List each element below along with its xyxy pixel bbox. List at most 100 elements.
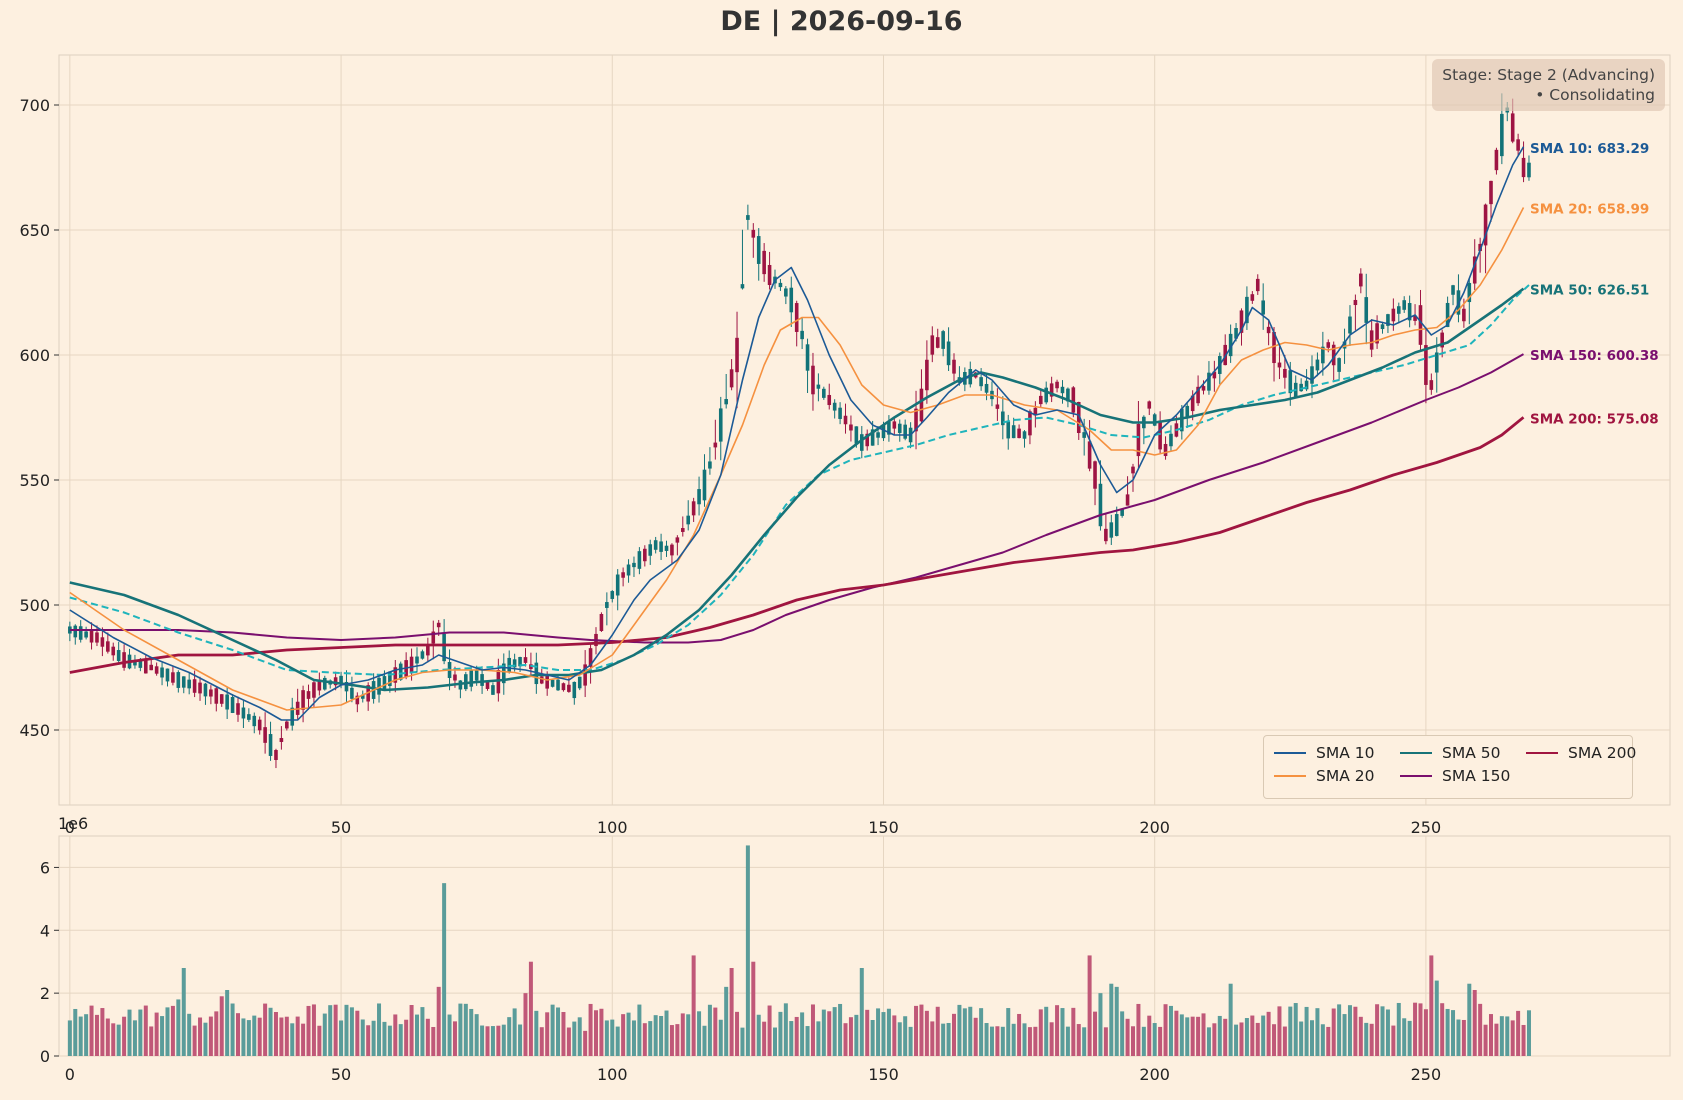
candle-body: [550, 679, 555, 687]
price-x-tick-label: 250: [1411, 818, 1442, 837]
candle-body: [561, 683, 566, 691]
candle-body: [1272, 331, 1276, 364]
candle-body: [442, 633, 446, 662]
candle-body: [534, 662, 539, 685]
candle-body: [702, 469, 707, 501]
candle-body: [263, 727, 267, 743]
volume-bar: [138, 1009, 143, 1056]
volume-bar: [1185, 1017, 1190, 1056]
volume-bar: [1093, 1011, 1098, 1056]
legend-label: SMA 200: [1568, 744, 1637, 762]
volume-bars-group: [67, 845, 1531, 1056]
volume-bar: [659, 1015, 664, 1056]
candle-body: [333, 677, 338, 686]
price-y-tick-label: 600: [19, 346, 50, 365]
candle-body: [1071, 387, 1076, 413]
candle-body: [870, 429, 875, 446]
candle-body: [290, 707, 295, 726]
price-panel: 0 50 100 150 200 250 450 500 550 600 650 700 SMA 10:…: [19, 54, 1671, 837]
volume-bar: [230, 1003, 235, 1056]
candle-body: [1169, 433, 1173, 447]
candle-body: [339, 675, 343, 685]
sma-end-label: SMA 10: 683.29: [1530, 141, 1649, 157]
candle-body: [122, 652, 126, 668]
volume-bar: [322, 1013, 327, 1056]
volume-bar: [821, 1009, 826, 1056]
candle-body: [615, 574, 620, 596]
volume-bar: [870, 1020, 875, 1056]
candle-body: [1245, 296, 1249, 324]
volume-bar: [1413, 1002, 1418, 1056]
volume-bar: [1120, 1011, 1125, 1056]
volume-bar: [1407, 1020, 1412, 1056]
volume-bar: [192, 1025, 197, 1056]
volume-bar: [707, 1004, 712, 1056]
volume-bar: [588, 1003, 593, 1056]
candle-body: [1326, 342, 1331, 348]
candle-body: [545, 674, 549, 689]
candle-body: [1114, 514, 1119, 536]
candle-body: [1386, 314, 1390, 326]
volume-bar: [1261, 1015, 1266, 1056]
candle-body: [832, 402, 837, 411]
candle-body: [653, 540, 658, 550]
volume-bar: [1489, 1014, 1493, 1056]
volume-bar: [116, 1024, 121, 1056]
volume-bar: [610, 1019, 615, 1056]
candle-body: [1527, 162, 1531, 178]
legend-item-sma-50: SMA 50: [1400, 744, 1500, 762]
candle-body: [1494, 149, 1499, 171]
volume-bar: [577, 1017, 582, 1056]
volume-x-tick-label: 150: [868, 1065, 899, 1084]
candle-body: [1375, 323, 1379, 344]
candle-body: [84, 631, 88, 638]
candle-body: [767, 264, 772, 286]
volume-bar: [762, 1021, 767, 1056]
candle-body: [360, 694, 365, 699]
candle-body: [1261, 300, 1265, 315]
candle-body: [469, 669, 474, 687]
volume-bar: [783, 1003, 788, 1056]
volume-bar: [919, 1004, 924, 1056]
candle-body: [789, 287, 794, 313]
volume-bar: [642, 1023, 647, 1056]
volume-bar: [523, 993, 528, 1056]
candle-body: [230, 697, 235, 713]
volume-bar: [176, 999, 181, 1056]
volume-bar: [474, 1014, 479, 1056]
candle-body: [1521, 157, 1526, 178]
candle-body: [1429, 380, 1434, 390]
candle-body: [1310, 366, 1314, 384]
volume-bar: [1369, 1023, 1374, 1056]
candle-body: [1342, 341, 1347, 349]
candle-body: [149, 664, 154, 671]
candle-body: [420, 651, 425, 659]
volume-bar: [1141, 1026, 1146, 1056]
candle-body: [1147, 401, 1152, 409]
volume-bar: [447, 1014, 452, 1056]
volume-bar: [203, 1022, 208, 1056]
candle-body: [1044, 387, 1049, 403]
legend-label: SMA 20: [1316, 767, 1375, 785]
candle-body: [192, 679, 197, 693]
candle-body: [1158, 420, 1162, 450]
candle-body: [306, 691, 311, 699]
candle-body: [539, 676, 544, 684]
candle-body: [914, 408, 918, 432]
volume-bar: [957, 1004, 962, 1056]
volume-bar: [1516, 1010, 1521, 1056]
volume-bar: [794, 1016, 799, 1056]
volume-bar: [1174, 1010, 1179, 1056]
candle-body: [1489, 180, 1493, 205]
candle-body: [464, 674, 468, 690]
volume-bar: [295, 1016, 300, 1056]
volume-bar: [995, 1026, 1000, 1056]
candle-body: [518, 657, 522, 667]
chart-legend: SMA 10 SMA 20 SMA 50 SMA 150 SMA 200: [1263, 735, 1637, 799]
volume-bar: [669, 1025, 674, 1056]
volume-bar: [1272, 1024, 1277, 1056]
volume-bar: [1483, 1024, 1488, 1056]
candle-body: [78, 626, 83, 640]
candle-body: [1104, 528, 1108, 542]
volume-bar: [420, 1007, 425, 1056]
